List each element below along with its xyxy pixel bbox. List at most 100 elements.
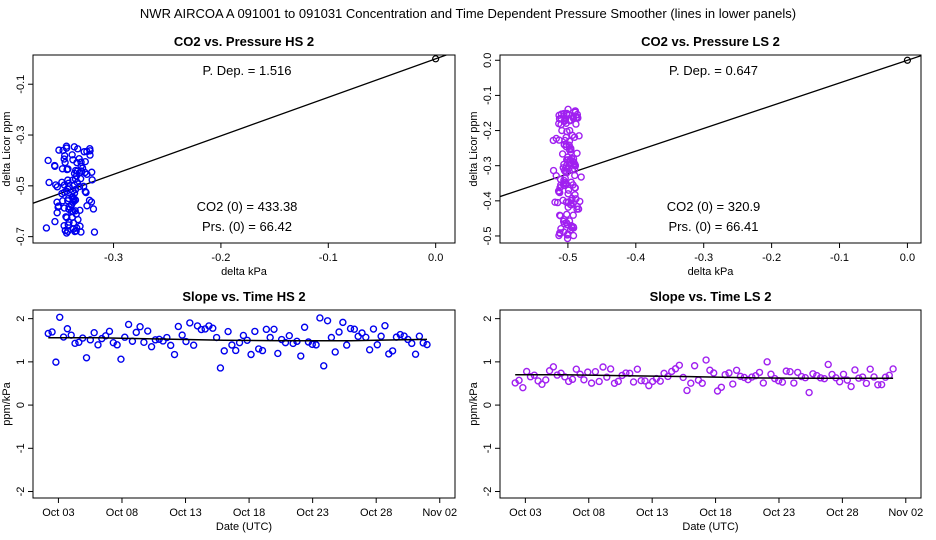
data-point	[121, 333, 129, 341]
y-axis-label: ppm/kPa	[1, 381, 13, 425]
data-point	[423, 340, 431, 349]
data-point	[94, 341, 102, 349]
data-point	[736, 372, 745, 381]
data-point	[63, 213, 71, 222]
annotation-co2-0: CO2 (0) = 433.38	[197, 199, 298, 214]
data-point	[45, 178, 53, 187]
y-tick-label: 0	[482, 402, 494, 408]
data-point	[584, 368, 592, 376]
data-point	[545, 367, 554, 375]
data-point	[71, 339, 79, 348]
data-point	[209, 324, 217, 332]
data-point	[124, 320, 133, 329]
data-point	[54, 202, 63, 210]
data-point	[809, 370, 817, 378]
data-point	[725, 369, 733, 377]
data-point	[81, 157, 89, 166]
x-tick-label: Oct 28	[826, 507, 858, 519]
data-point	[79, 182, 88, 191]
data-point	[50, 161, 59, 170]
panel-p4: Slope vs. Time LS 2 Oct 03 Oct 08 Oct 13 Oct…	[468, 289, 923, 533]
data-point	[53, 183, 61, 191]
data-point	[69, 156, 77, 164]
data-point	[763, 358, 771, 366]
y-axis-label: delta Licor ppm	[1, 111, 13, 186]
data-point	[851, 366, 859, 374]
data-point	[400, 332, 408, 340]
data-point	[377, 332, 385, 340]
annotation-p-dep: P. Dep. = 1.516	[202, 63, 291, 78]
y-tick-label: -2	[15, 487, 27, 497]
data-point	[732, 366, 741, 374]
data-point	[415, 332, 424, 340]
data-point	[889, 365, 897, 373]
data-point	[339, 318, 347, 327]
data-point	[58, 165, 67, 173]
data-point	[565, 158, 574, 167]
x-axis-label: Date (UTC)	[682, 521, 738, 533]
data-point	[828, 370, 836, 379]
data-point	[136, 322, 144, 331]
data-point	[101, 332, 110, 340]
data-point	[595, 377, 603, 386]
data-layer	[500, 55, 921, 243]
data-point	[568, 375, 577, 384]
data-point	[563, 109, 571, 118]
x-axis: Oct 03 Oct 08 Oct 13 Oct 18 Oct 23 Oct 28 Nov …	[509, 498, 923, 533]
data-point	[862, 379, 871, 388]
data-point	[580, 376, 588, 384]
data-point	[44, 156, 52, 165]
data-point	[679, 373, 687, 382]
data-point	[572, 195, 580, 203]
data-point	[687, 379, 695, 387]
data-point	[567, 178, 575, 186]
data-point	[566, 226, 575, 234]
annotation-prs-0: Prs. (0) = 66.42	[202, 219, 292, 234]
data-point	[571, 183, 579, 192]
data-point	[166, 341, 175, 350]
data-point	[350, 325, 359, 333]
data-point	[365, 346, 374, 354]
data-point	[557, 369, 565, 377]
data-point	[75, 338, 83, 346]
data-point	[575, 132, 583, 140]
data-point	[346, 324, 355, 333]
data-point	[563, 231, 572, 239]
y-tick-label: -1	[15, 443, 27, 453]
y-tick-label: 2	[482, 316, 494, 322]
data-point	[56, 313, 64, 321]
y-axis-label: ppm/kPa	[468, 381, 480, 425]
data-point	[755, 368, 764, 377]
data-point	[866, 365, 874, 373]
data-point	[224, 327, 232, 336]
data-point	[629, 378, 638, 386]
data-point	[515, 376, 523, 385]
data-point	[75, 182, 84, 191]
x-tick-label: Oct 08	[106, 507, 138, 519]
plot-frame	[499, 309, 922, 499]
data-point	[614, 377, 622, 386]
data-point	[563, 210, 571, 219]
data-point	[564, 186, 573, 194]
data-point	[571, 191, 579, 199]
data-point	[88, 176, 96, 184]
data-point	[759, 379, 768, 387]
data-point	[877, 380, 886, 389]
y-axis: -2 -1 0 1 2 ppm/kPa	[1, 316, 33, 497]
data-point	[144, 327, 152, 335]
x-tick-label: -0.3	[694, 252, 713, 264]
annotation-co2-0: CO2 (0) = 320.9	[667, 199, 761, 214]
data-point	[270, 325, 278, 334]
y-tick-label: -0.1	[482, 86, 494, 105]
data-point	[342, 341, 351, 349]
data-point	[565, 116, 574, 124]
panel-title: Slope vs. Time LS 2	[650, 289, 772, 304]
data-point	[538, 380, 546, 389]
x-tick-label: -0.2	[762, 252, 781, 264]
data-point	[69, 193, 77, 201]
data-point	[140, 338, 148, 347]
data-point	[573, 149, 581, 157]
data-point	[560, 178, 569, 187]
data-point	[197, 325, 205, 334]
data-point	[561, 373, 569, 381]
